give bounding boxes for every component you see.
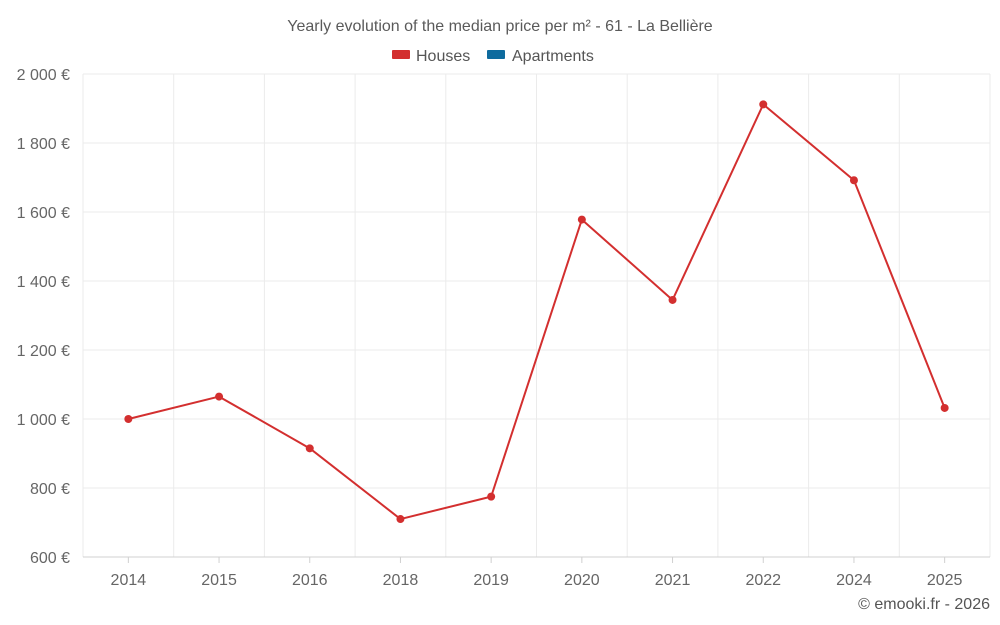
- x-tick-label: 2020: [564, 572, 600, 589]
- x-tick-label: 2019: [473, 572, 509, 589]
- y-tick-label: 600 €: [30, 550, 70, 567]
- axes: 600 € 800 € 1 000 € 1 200 € 1 400 € 1 600 € 1 …: [17, 67, 990, 589]
- legend-label-apartments[interactable]: Apartments: [512, 48, 594, 65]
- data-point-houses[interactable]: [124, 415, 133, 423]
- x-tick-label: 2016: [292, 572, 328, 589]
- x-tick-label: 2025: [927, 572, 963, 589]
- data-point-houses[interactable]: [396, 515, 405, 524]
- y-tick-label: 1 200 €: [17, 343, 70, 360]
- y-tick-label: 1 400 €: [17, 274, 70, 291]
- y-tick-label: 1 600 €: [17, 205, 70, 222]
- legend-swatch-apartments[interactable]: [487, 50, 505, 59]
- legend: Houses Apartments: [392, 48, 594, 65]
- legend-swatch-houses[interactable]: [392, 50, 410, 59]
- x-tick-label: 2014: [111, 572, 147, 589]
- data-point-houses[interactable]: [305, 444, 314, 453]
- data-point-houses[interactable]: [759, 100, 768, 109]
- x-tick-label: 2022: [745, 572, 781, 589]
- data-point-houses[interactable]: [577, 215, 586, 224]
- series-houses: [124, 100, 949, 524]
- y-tick-label: 1 800 €: [17, 136, 70, 153]
- x-tick-label: 2018: [383, 572, 419, 589]
- y-tick-label: 2 000 €: [17, 67, 70, 84]
- y-tick-label: 800 €: [30, 481, 70, 498]
- x-tick-label: 2015: [201, 572, 237, 589]
- data-point-houses[interactable]: [487, 492, 496, 501]
- credit-text: © emooki.fr - 2026: [858, 596, 990, 613]
- legend-label-houses[interactable]: Houses: [416, 48, 470, 65]
- x-tick-label: 2024: [836, 572, 872, 589]
- data-point-houses[interactable]: [849, 176, 858, 185]
- data-point-houses[interactable]: [668, 295, 677, 304]
- series-line-houses: [128, 103, 946, 521]
- y-tick-label: 1 000 €: [17, 412, 70, 429]
- data-point-houses[interactable]: [940, 403, 949, 412]
- data-point-houses[interactable]: [215, 392, 224, 401]
- grid: [82, 73, 991, 557]
- x-tick-label: 2021: [655, 572, 691, 589]
- chart-title: Yearly evolution of the median price per…: [287, 18, 713, 35]
